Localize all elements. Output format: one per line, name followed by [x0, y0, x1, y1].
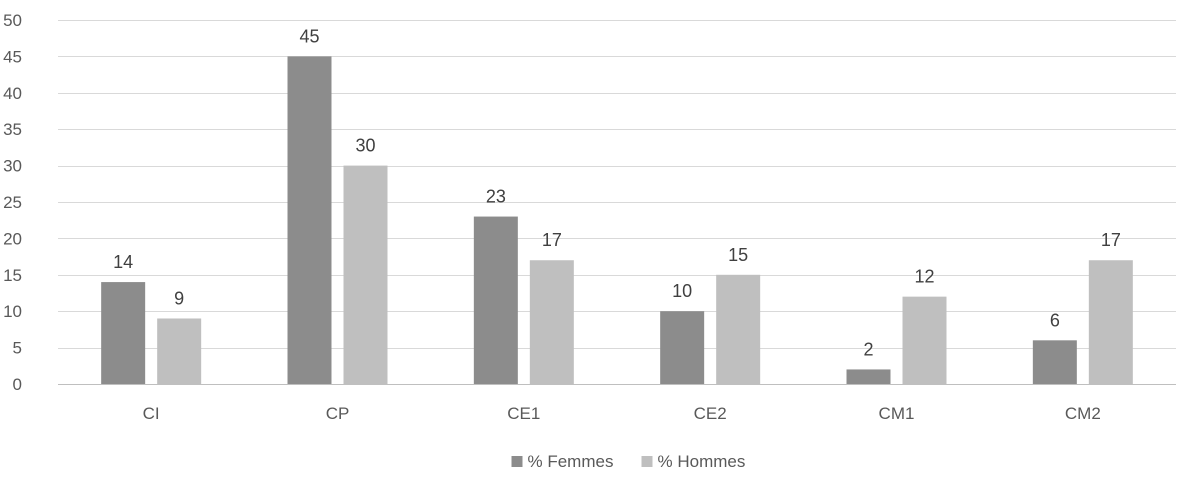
data-label: 14	[113, 252, 133, 272]
bar-cp-series-0	[287, 56, 332, 385]
data-label: 30	[355, 136, 375, 156]
bar-cm1-series-0	[846, 369, 891, 384]
data-label: 17	[542, 230, 562, 250]
data-label: 45	[299, 26, 319, 46]
y-tick-label: 10	[3, 302, 22, 321]
bar-ce2-series-1	[716, 274, 761, 384]
x-tick-label: CM1	[879, 404, 915, 423]
bar-cm2-series-0	[1032, 340, 1077, 384]
data-label: 17	[1101, 230, 1121, 250]
x-tick-label: CM2	[1065, 404, 1101, 423]
data-label: 15	[728, 245, 748, 265]
legend-swatch	[511, 456, 523, 467]
y-tick-label: 15	[3, 266, 22, 285]
bar-ce2-series-0	[660, 311, 705, 384]
data-label: 9	[174, 288, 184, 308]
legend-label: % Femmes	[528, 452, 614, 471]
y-tick-label: 50	[3, 11, 22, 30]
data-label: 2	[863, 339, 873, 359]
y-tick-label: 20	[3, 229, 22, 248]
bar-ci-series-0	[101, 282, 146, 384]
bar-ci-series-1	[157, 318, 202, 384]
y-tick-label: 5	[13, 339, 22, 358]
x-axis-tick-labels: CI CP CE1 CE2 CM1 CM2	[143, 404, 1101, 423]
x-tick-label: CE1	[507, 404, 540, 423]
y-tick-label: 35	[3, 120, 22, 139]
x-tick-label: CE2	[694, 404, 727, 423]
y-tick-label: 45	[3, 47, 22, 66]
bar-cm1-series-1	[902, 296, 947, 384]
y-tick-label: 0	[13, 375, 22, 394]
y-tick-label: 40	[3, 84, 22, 103]
data-label: 6	[1050, 310, 1060, 330]
bar-ce1-series-1	[529, 260, 574, 384]
x-tick-label: CP	[326, 404, 350, 423]
bars	[101, 56, 1133, 385]
x-tick-label: CI	[143, 404, 160, 423]
gridlines	[58, 20, 1176, 385]
data-label: 10	[672, 281, 692, 301]
data-labels: 14 9 45 30 23 17 10 15 2 12 6 17	[113, 26, 1121, 359]
data-label: 12	[914, 267, 934, 287]
y-tick-label: 25	[3, 193, 22, 212]
data-label: 23	[486, 187, 506, 207]
legend-label: % Hommes	[658, 452, 746, 471]
bar-cp-series-1	[343, 165, 388, 384]
legend-swatch	[641, 456, 653, 467]
bar-ce1-series-0	[473, 216, 518, 384]
bar-cm2-series-1	[1088, 260, 1133, 384]
y-axis-tick-labels: 0 5 10 15 20 25 30 35 40 45 50	[3, 11, 22, 394]
y-tick-label: 30	[3, 157, 22, 176]
legend: % Femmes % Hommes	[511, 452, 746, 471]
